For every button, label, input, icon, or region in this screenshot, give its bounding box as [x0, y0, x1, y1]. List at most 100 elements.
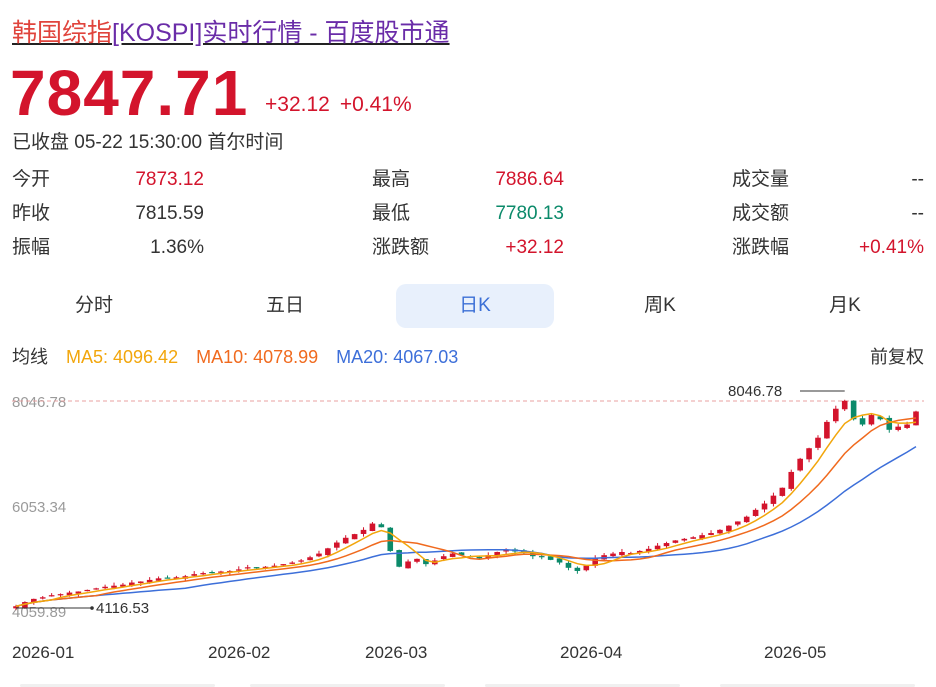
min-annotation-label: 4116.53 — [96, 600, 149, 617]
candle-body — [815, 437, 821, 448]
candle-body — [636, 550, 643, 553]
candle-body — [173, 577, 180, 579]
title-index-name[interactable]: 韩国综指 — [12, 19, 113, 47]
page-title[interactable]: 韩国综指[KOSPI]实时行情 - 百度股市通 — [12, 18, 450, 48]
candle-body — [146, 579, 153, 583]
candle-body — [681, 538, 688, 541]
stat-label: 最高 — [372, 169, 411, 190]
candle-body — [503, 549, 509, 552]
change-amount: +32.12 — [265, 93, 330, 116]
candle-body — [699, 535, 705, 539]
y-tick-label: 4059.89 — [12, 604, 66, 621]
stat-item: 振幅 1.36% — [12, 234, 204, 262]
candle-body — [619, 552, 625, 556]
stat-label: 振幅 — [12, 237, 51, 258]
candle-body — [556, 558, 563, 563]
candle-body — [841, 400, 848, 410]
stat-value: +32.12 — [505, 237, 564, 258]
candle-body — [84, 589, 91, 592]
stat-label: 最低 — [372, 203, 411, 224]
candle-body — [271, 565, 278, 567]
stat-value: 7873.12 — [135, 169, 204, 190]
stat-item: 最高 7886.64 — [372, 166, 564, 194]
tab-period[interactable]: 周K — [644, 295, 676, 316]
stat-value: -- — [911, 203, 924, 224]
tab-period[interactable]: 分时 — [74, 295, 113, 316]
candle-body — [850, 400, 857, 420]
candle-body — [120, 584, 126, 587]
candle-body — [316, 553, 322, 557]
y-tick-label: 8046.78 — [12, 394, 66, 411]
tab-period[interactable]: 日K — [396, 284, 554, 328]
candle-body — [565, 562, 572, 568]
candle-body — [414, 558, 420, 562]
candle-body — [574, 567, 581, 571]
candle-body — [672, 540, 679, 543]
tab-period[interactable]: 月K — [829, 295, 861, 316]
ma10-value: MA10: 4078.99 — [196, 347, 319, 367]
candle-body — [191, 574, 198, 576]
candle-body — [895, 426, 901, 430]
title-suffix[interactable]: [KOSPI]实时行情 - 百度股市通 — [112, 19, 450, 47]
stat-item: 成交额 -- — [732, 200, 924, 228]
y-tick-label: 6053.34 — [12, 499, 66, 516]
candle-body — [449, 553, 456, 557]
candle-body — [164, 577, 171, 579]
stat-item: 昨收 7815.59 — [12, 200, 204, 228]
candle-body — [485, 555, 492, 559]
candle-body — [333, 542, 340, 548]
candle-body — [770, 495, 777, 504]
candle-body — [663, 543, 670, 547]
candlestick-chart[interactable]: 8046.78 6053.34 4059.89 8046.78 4116.53 — [0, 372, 936, 632]
candle-body — [743, 516, 750, 523]
candle-body — [129, 582, 135, 586]
stat-item: 最低 7780.13 — [372, 200, 564, 228]
candle-body — [494, 552, 500, 556]
candle-body — [75, 591, 82, 594]
period-tabs: 分时 五日 日K 周K 月K — [0, 284, 936, 330]
candle-body — [369, 523, 376, 531]
candle-body — [253, 567, 260, 569]
candle-body — [235, 569, 242, 571]
candle-body — [423, 559, 429, 565]
stat-item: 涨跌额 +32.12 — [372, 234, 564, 262]
stat-label: 昨收 — [12, 203, 51, 224]
candle-body — [458, 552, 465, 556]
ma-label: 均线 — [12, 347, 48, 367]
candle-body — [538, 556, 545, 558]
candle-body — [342, 537, 349, 544]
candle-body — [547, 556, 554, 560]
candle-body — [39, 597, 46, 599]
candle-body — [155, 578, 162, 581]
candle-body — [351, 534, 358, 540]
candle-body — [396, 550, 402, 567]
x-tick-label: 2026-05 — [764, 643, 827, 662]
stat-value: 7780.13 — [495, 203, 564, 224]
ma10-line — [15, 417, 917, 608]
candle-body — [708, 533, 714, 535]
candle-body — [726, 525, 732, 532]
bottom-tab-placeholder — [485, 684, 680, 687]
stat-item: 今开 7873.12 — [12, 166, 204, 194]
candle-body — [289, 562, 296, 564]
stat-label: 成交量 — [732, 169, 790, 190]
candle-body — [717, 529, 723, 534]
candle-body — [779, 487, 786, 496]
candle-body — [298, 560, 304, 562]
candle-body — [307, 557, 313, 561]
candle-body — [690, 537, 697, 539]
candle-body — [886, 417, 893, 430]
candle-body — [48, 595, 55, 597]
candle-body — [833, 408, 839, 422]
candle-body — [654, 545, 661, 550]
x-tick-label: 2026-01 — [12, 643, 75, 662]
candle-body — [360, 529, 367, 534]
adjust-toggle[interactable]: 前复权 — [870, 347, 924, 367]
candle-body — [378, 524, 385, 528]
x-tick-label: 2026-02 — [208, 643, 271, 662]
tab-period[interactable]: 五日 — [265, 295, 304, 316]
candle-body — [66, 592, 73, 596]
candle-body — [868, 415, 875, 425]
candle-body — [806, 448, 812, 460]
candle-body — [877, 416, 884, 420]
